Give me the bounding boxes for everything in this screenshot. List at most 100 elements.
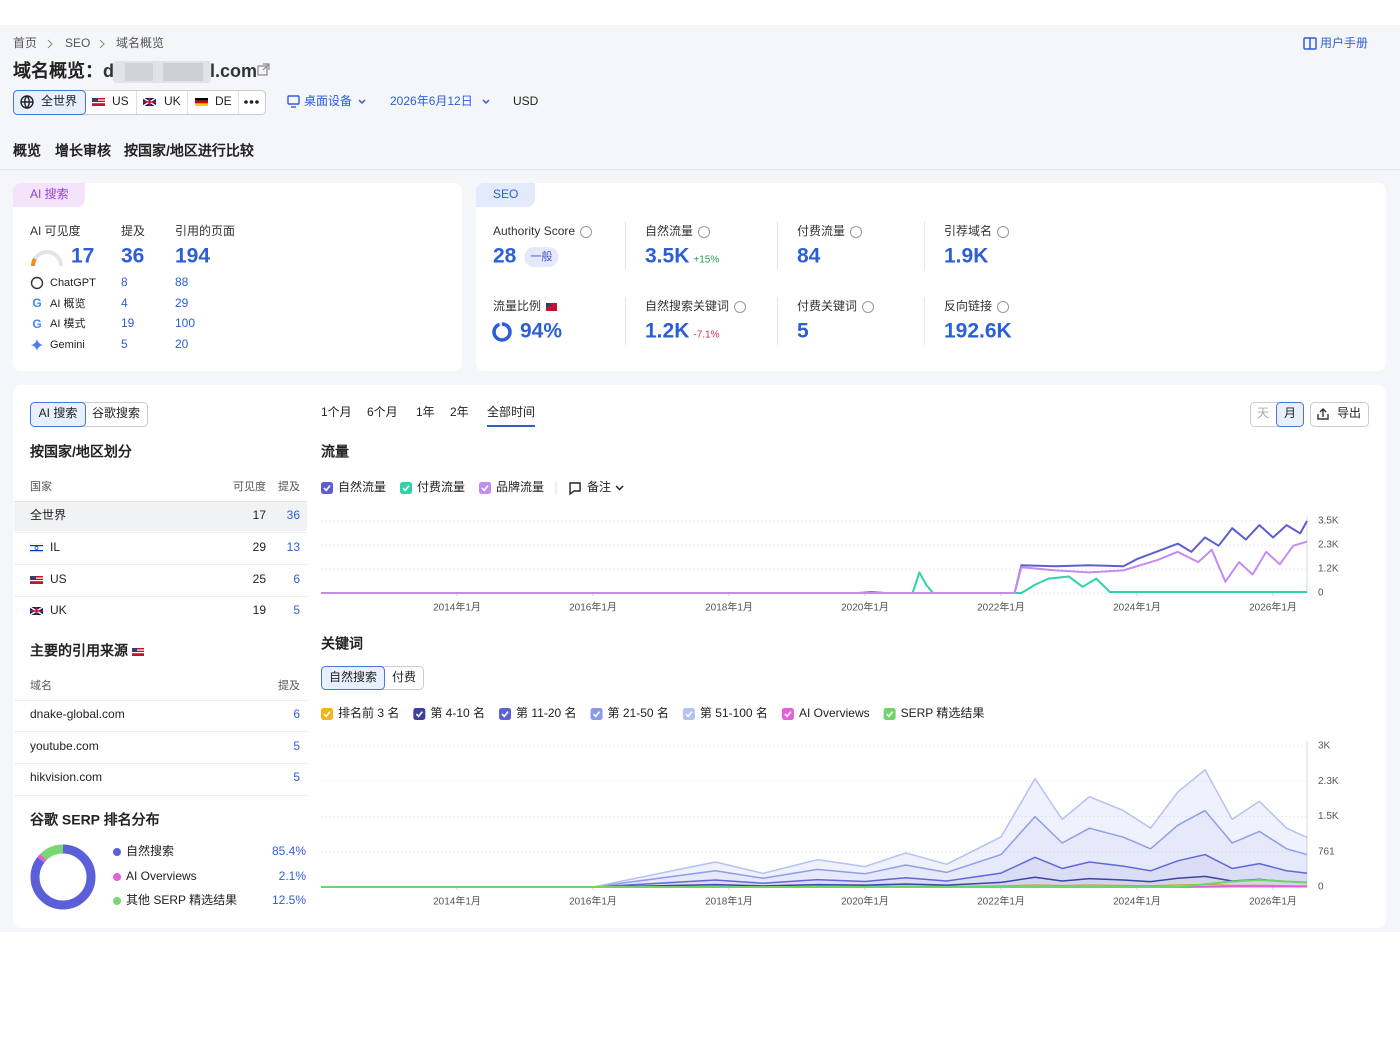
date-select[interactable]: 2026年6月12日 <box>390 94 473 108</box>
breadcrumb-item[interactable]: 首页 <box>13 36 37 50</box>
column-header: 可见度 <box>233 479 266 493</box>
y-tick-label: 1.2K <box>1318 564 1339 575</box>
check-mark <box>323 711 331 718</box>
ai-tag-bg <box>13 183 85 207</box>
section-title: 按国家/地区划分 <box>30 444 132 460</box>
legend-label[interactable]: 排名前 3 名 <box>338 705 399 720</box>
country-mentions: 36 <box>287 508 301 522</box>
metric-separators <box>625 222 925 345</box>
legend-label[interactable]: 第 11-20 名 <box>516 705 576 720</box>
check-mark <box>415 711 423 718</box>
seo-card <box>476 183 1386 371</box>
note-icon <box>569 482 581 496</box>
series-line <box>321 879 1308 888</box>
region-tab[interactable]: US <box>112 94 129 108</box>
legend-checkbox[interactable] <box>479 482 492 494</box>
chevron <box>99 39 105 49</box>
granularity-selected[interactable] <box>1276 402 1304 427</box>
region-tab[interactable]: DE <box>215 94 232 108</box>
metric-label: 自然搜索关键词 <box>645 298 729 313</box>
engine-mentions: 5 <box>121 337 128 351</box>
legend-label[interactable]: AI Overviews <box>799 706 870 720</box>
y-tick-label: 0 <box>1318 588 1324 599</box>
metric-label: 反向链接 <box>944 298 992 313</box>
device-select[interactable]: 桌面设备 <box>304 94 352 108</box>
legend-label[interactable]: 付费流量 <box>417 480 465 494</box>
main-tab[interactable]: 概览 <box>13 143 41 159</box>
source-toggle-selected[interactable] <box>30 402 86 427</box>
country-visibility: 17 <box>253 508 267 522</box>
legend-checkbox[interactable] <box>499 708 512 720</box>
source-tab[interactable]: AI 搜索 <box>39 405 78 420</box>
legend-dot <box>113 848 121 856</box>
legend-checkbox[interactable] <box>413 708 426 720</box>
legend-checkbox[interactable] <box>781 708 794 720</box>
flag-il <box>29 543 44 553</box>
engine-pages: 88 <box>175 275 189 289</box>
metric-value: 3.5K <box>645 245 689 268</box>
more-icon[interactable] <box>244 100 259 104</box>
legend-checkbox[interactable] <box>682 708 695 720</box>
engine-pages: 29 <box>175 296 189 310</box>
legend-label[interactable]: SERP 精选结果 <box>901 706 985 720</box>
export-button[interactable] <box>1310 402 1369 427</box>
legend-checkbox[interactable] <box>590 708 603 720</box>
region-tab[interactable]: UK <box>164 94 181 108</box>
metric-change: -7.1% <box>693 330 719 341</box>
info-icon <box>997 301 1010 313</box>
keyword-tab[interactable]: 自然搜索 <box>329 669 377 684</box>
notes-button[interactable]: 备注 <box>587 479 611 494</box>
granularity-tab[interactable]: 天 <box>1257 406 1269 420</box>
metric-value: 94% <box>520 320 562 343</box>
check-mark <box>481 485 489 492</box>
keyword-toggle-selected[interactable] <box>321 666 385 690</box>
legend-label[interactable]: 自然流量 <box>338 479 386 494</box>
metric-value: 5 <box>797 320 809 343</box>
export-icon <box>1317 408 1329 420</box>
main-tab[interactable]: 按国家/地区进行比较 <box>124 143 254 159</box>
range-tab[interactable]: 全部时间 <box>487 404 535 419</box>
source-tab[interactable]: 谷歌搜索 <box>92 405 140 420</box>
region-selected[interactable] <box>13 90 86 115</box>
range-tab[interactable]: 1年 <box>416 405 435 419</box>
main-tab[interactable]: 增长审核 <box>55 143 111 159</box>
series-line <box>321 571 1307 594</box>
country-name: UK <box>50 603 67 617</box>
region-tab[interactable]: 全世界 <box>41 93 77 108</box>
chevron-down <box>358 99 366 105</box>
section-title: 谷歌 SERP 排名分布 <box>30 812 160 828</box>
range-tab[interactable]: 1个月 <box>321 405 352 419</box>
legend-label[interactable]: 品牌流量 <box>496 480 544 494</box>
range-tab[interactable]: 6个月 <box>367 405 398 419</box>
granularity-tab[interactable]: 月 <box>1284 406 1296 420</box>
legend-checkbox[interactable] <box>321 482 333 494</box>
row-highlight <box>14 502 307 531</box>
legend-checkbox[interactable] <box>883 708 896 720</box>
engine-mentions: 4 <box>121 296 128 310</box>
manual-link[interactable]: 用户手册 <box>1320 35 1368 50</box>
currency: USD <box>513 94 539 108</box>
check-mark <box>323 485 331 492</box>
source-domain[interactable]: hikvision.com <box>30 770 102 784</box>
metric-label: 自然流量 <box>645 223 693 238</box>
range-underline <box>487 425 536 427</box>
page-title: 域名概览： <box>13 60 103 81</box>
check-mark <box>592 711 601 718</box>
donut-segment <box>30 844 96 910</box>
google-icon: G <box>32 317 41 331</box>
range-tab[interactable]: 2年 <box>450 405 469 419</box>
serp-name: AI Overviews <box>126 869 197 883</box>
flag-uk <box>29 606 44 616</box>
source-domain[interactable]: dnake-global.com <box>30 707 125 721</box>
legend-label[interactable]: 第 51-100 名 <box>700 705 768 720</box>
export-label[interactable]: 导出 <box>1337 406 1361 420</box>
legend-checkbox[interactable] <box>321 708 333 720</box>
source-domain[interactable]: youtube.com <box>30 739 99 753</box>
keyword-tab[interactable]: 付费 <box>392 670 416 684</box>
legend-label[interactable]: 第 21-50 名 <box>608 705 669 720</box>
legend-label[interactable]: 第 4-10 名 <box>430 705 485 720</box>
chatgpt-icon <box>30 276 44 290</box>
legend-checkbox[interactable] <box>400 482 413 494</box>
globe-icon <box>20 95 34 109</box>
breadcrumb-item[interactable]: SEO <box>65 36 90 50</box>
